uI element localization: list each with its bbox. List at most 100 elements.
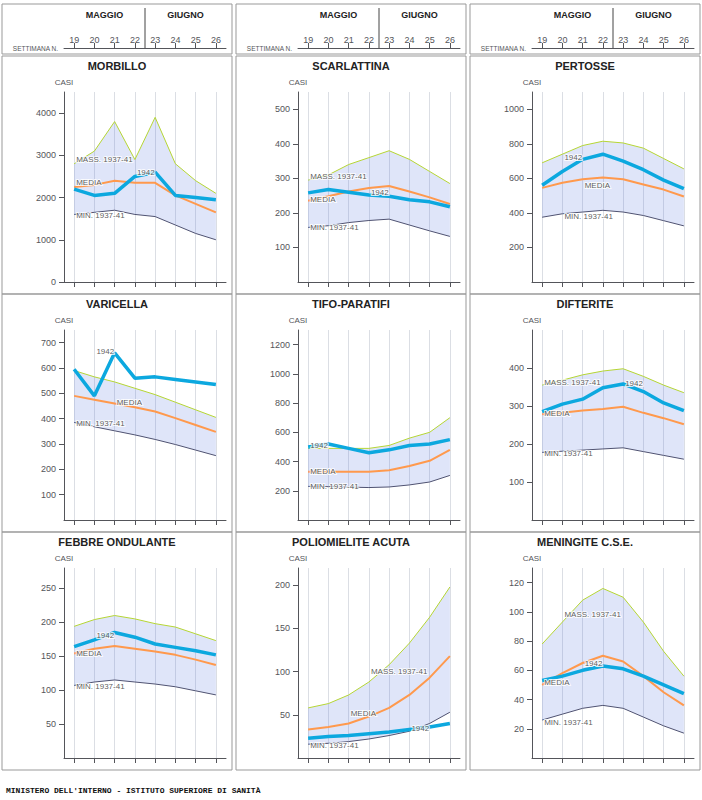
svg-text:1942: 1942: [96, 347, 114, 356]
svg-text:1200: 1200: [270, 340, 290, 350]
svg-text:MIN. 1937-41: MIN. 1937-41: [310, 223, 359, 232]
svg-text:500: 500: [275, 104, 290, 114]
svg-text:MEDIA: MEDIA: [544, 678, 570, 687]
svg-text:MIN. 1937-41: MIN. 1937-41: [544, 449, 593, 458]
svg-text:MASS. 1937-41: MASS. 1937-41: [76, 155, 133, 164]
svg-text:100: 100: [41, 490, 56, 500]
svg-text:CASI: CASI: [523, 78, 542, 87]
svg-text:300: 300: [275, 173, 290, 183]
svg-text:MAGGIO: MAGGIO: [554, 10, 592, 20]
svg-text:MASS. 1937-41: MASS. 1937-41: [544, 378, 601, 387]
svg-text:CASI: CASI: [55, 78, 74, 87]
svg-text:MASS. 1937-41: MASS. 1937-41: [564, 610, 621, 619]
svg-text:TIFO-PARATIFI: TIFO-PARATIFI: [312, 298, 390, 310]
svg-text:MIN. 1937-41: MIN. 1937-41: [76, 211, 125, 220]
svg-text:26: 26: [679, 35, 689, 45]
svg-text:200: 200: [41, 617, 56, 627]
svg-text:22: 22: [598, 35, 608, 45]
svg-text:200: 200: [275, 580, 290, 590]
svg-text:400: 400: [41, 414, 56, 424]
svg-text:19: 19: [303, 35, 313, 45]
svg-text:1000: 1000: [270, 369, 290, 379]
svg-text:SETTIMANA N.: SETTIMANA N.: [247, 45, 292, 52]
svg-text:SETTIMANA N.: SETTIMANA N.: [481, 45, 526, 52]
svg-text:MEDIA: MEDIA: [117, 398, 143, 407]
svg-text:250: 250: [41, 583, 56, 593]
svg-text:300: 300: [41, 439, 56, 449]
svg-text:MORBILLO: MORBILLO: [88, 60, 147, 72]
svg-text:25: 25: [659, 35, 669, 45]
svg-text:120: 120: [509, 578, 524, 588]
svg-text:500: 500: [41, 388, 56, 398]
svg-text:MINISTERO DELL'INTERNO - ISTIT: MINISTERO DELL'INTERNO - ISTITUTO SUPERI…: [6, 786, 261, 795]
svg-text:GIUGNO: GIUGNO: [401, 10, 438, 20]
svg-text:26: 26: [211, 35, 221, 45]
svg-text:MAGGIO: MAGGIO: [320, 10, 358, 20]
svg-text:3000: 3000: [36, 150, 56, 160]
svg-text:1942: 1942: [137, 168, 155, 177]
svg-text:400: 400: [509, 363, 524, 373]
svg-text:600: 600: [41, 363, 56, 373]
svg-text:50: 50: [280, 710, 290, 720]
svg-text:1942: 1942: [585, 659, 603, 668]
svg-text:150: 150: [41, 651, 56, 661]
svg-text:1942: 1942: [371, 188, 389, 197]
svg-text:MIN. 1937-41: MIN. 1937-41: [76, 682, 125, 691]
svg-text:20: 20: [323, 35, 333, 45]
svg-text:23: 23: [618, 35, 628, 45]
svg-text:100: 100: [41, 685, 56, 695]
svg-text:600: 600: [509, 173, 524, 183]
svg-text:100: 100: [275, 667, 290, 677]
svg-text:700: 700: [41, 338, 56, 348]
svg-text:CASI: CASI: [523, 554, 542, 563]
svg-text:MIN. 1937-41: MIN. 1937-41: [310, 482, 359, 491]
svg-text:300: 300: [509, 401, 524, 411]
svg-text:1942: 1942: [564, 153, 582, 162]
svg-text:MEDIA: MEDIA: [76, 178, 102, 187]
svg-text:MEDIA: MEDIA: [310, 195, 336, 204]
svg-text:1942: 1942: [625, 379, 643, 388]
svg-text:200: 200: [275, 208, 290, 218]
svg-text:200: 200: [41, 464, 56, 474]
svg-text:800: 800: [509, 139, 524, 149]
svg-text:200: 200: [275, 486, 290, 496]
svg-text:MIN. 1937-41: MIN. 1937-41: [76, 419, 125, 428]
svg-text:20: 20: [557, 35, 567, 45]
svg-text:24: 24: [404, 35, 414, 45]
svg-text:50: 50: [46, 719, 56, 729]
svg-text:CASI: CASI: [289, 554, 308, 563]
svg-text:MASS. 1937-41: MASS. 1937-41: [310, 172, 367, 181]
svg-text:SETTIMANA N.: SETTIMANA N.: [13, 45, 58, 52]
svg-text:60: 60: [514, 665, 524, 675]
svg-text:400: 400: [275, 139, 290, 149]
svg-text:800: 800: [275, 398, 290, 408]
svg-text:100: 100: [509, 477, 524, 487]
svg-text:150: 150: [275, 623, 290, 633]
svg-text:1942: 1942: [411, 724, 429, 733]
svg-text:GIUGNO: GIUGNO: [167, 10, 204, 20]
svg-text:80: 80: [514, 636, 524, 646]
svg-text:40: 40: [514, 695, 524, 705]
svg-text:MEDIA: MEDIA: [585, 181, 611, 190]
svg-text:CASI: CASI: [55, 554, 74, 563]
svg-text:600: 600: [275, 427, 290, 437]
svg-text:POLIOMIELITE ACUTA: POLIOMIELITE ACUTA: [292, 536, 410, 548]
svg-text:20: 20: [89, 35, 99, 45]
svg-text:MEDIA: MEDIA: [76, 649, 102, 658]
svg-text:400: 400: [275, 457, 290, 467]
svg-text:19: 19: [537, 35, 547, 45]
svg-text:21: 21: [110, 35, 120, 45]
svg-text:400: 400: [509, 208, 524, 218]
svg-text:FEBBRE ONDULANTE: FEBBRE ONDULANTE: [58, 536, 175, 548]
svg-text:MENINGITE C.S.E.: MENINGITE C.S.E.: [537, 536, 633, 548]
svg-text:200: 200: [509, 242, 524, 252]
svg-text:23: 23: [150, 35, 160, 45]
svg-text:SCARLATTINA: SCARLATTINA: [312, 60, 389, 72]
svg-text:4000: 4000: [36, 108, 56, 118]
svg-text:VARICELLA: VARICELLA: [86, 298, 148, 310]
svg-text:CASI: CASI: [55, 316, 74, 325]
svg-text:MEDIA: MEDIA: [544, 409, 570, 418]
svg-text:1942: 1942: [310, 441, 328, 450]
svg-text:24: 24: [638, 35, 648, 45]
svg-text:100: 100: [509, 607, 524, 617]
